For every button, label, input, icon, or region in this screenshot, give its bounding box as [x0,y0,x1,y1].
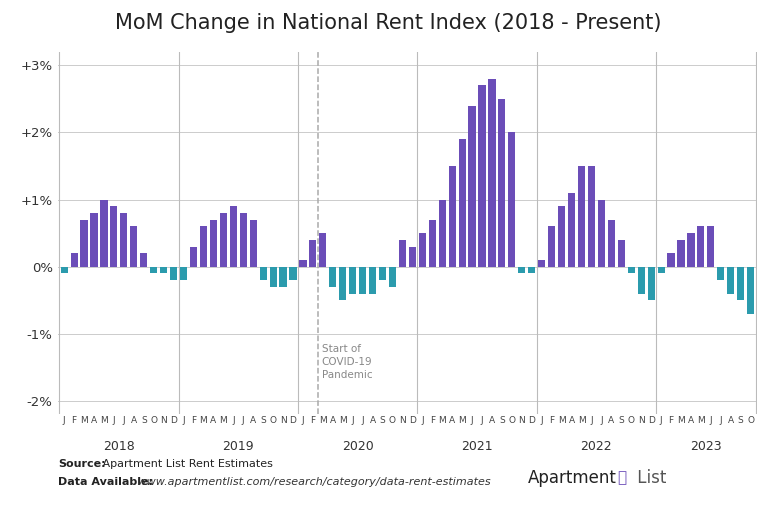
Bar [289,267,296,280]
Bar [578,166,585,267]
Bar [190,247,197,267]
Bar [657,267,665,274]
Bar [329,267,336,287]
Bar [518,267,525,274]
Bar [230,206,237,267]
Bar [160,267,168,274]
Bar [210,220,217,267]
Text: List: List [632,469,667,487]
Text: 2021: 2021 [461,440,493,453]
Bar [498,99,505,267]
Bar [508,133,515,267]
Bar [667,253,674,267]
Bar [379,267,386,280]
Text: Data Available:: Data Available: [58,477,153,487]
Bar [310,240,317,267]
Bar [300,260,307,267]
Bar [647,267,655,300]
Bar [717,267,724,280]
Bar [279,267,286,287]
Bar [220,213,227,267]
Bar [449,166,456,267]
Bar [558,206,565,267]
Bar [110,206,117,267]
Text: MoM Change in National Rent Index (2018 - Present): MoM Change in National Rent Index (2018 … [115,13,661,33]
Bar [737,267,744,300]
Bar [688,233,695,267]
Text: 2018: 2018 [103,440,135,453]
Text: Apartment: Apartment [528,469,617,487]
Bar [150,267,158,274]
Bar [349,267,356,294]
Bar [707,226,715,267]
Text: www.apartmentlist.com/research/category/data-rent-estimates: www.apartmentlist.com/research/category/… [134,477,491,487]
Bar [419,233,426,267]
Bar [568,193,575,267]
Bar [488,79,496,267]
Bar [319,233,327,267]
Bar [240,213,247,267]
Bar [91,213,98,267]
Bar [61,267,68,274]
Bar [409,247,416,267]
Bar [438,199,445,267]
Bar [269,267,277,287]
Bar [180,267,187,280]
Bar [259,267,267,280]
Bar [200,226,207,267]
Bar [120,213,127,267]
Bar [677,240,684,267]
Bar [250,220,257,267]
Text: 2023: 2023 [690,440,722,453]
Bar [428,220,436,267]
Bar [359,267,366,294]
Bar [140,253,147,267]
Bar [538,260,546,267]
Bar [469,106,476,267]
Bar [598,199,605,267]
Bar [628,267,635,274]
Bar [170,267,177,280]
Text: Source:: Source: [58,459,106,469]
Bar [608,220,615,267]
Bar [339,267,346,300]
Text: Apartment List Rent Estimates: Apartment List Rent Estimates [99,459,272,469]
Bar [528,267,535,274]
Bar [71,253,78,267]
Text: 2022: 2022 [580,440,612,453]
Bar [459,139,466,267]
Bar [81,220,88,267]
Text: Start of
COVID-19
Pandemic: Start of COVID-19 Pandemic [322,344,372,380]
Bar [588,166,595,267]
Text: 2019: 2019 [223,440,254,453]
Bar [479,85,486,267]
Bar [389,267,396,287]
Bar [747,267,754,314]
Bar [369,267,376,294]
Bar [399,240,406,267]
Text: 2020: 2020 [341,440,373,453]
Text: ⦾: ⦾ [617,471,626,485]
Bar [100,199,108,267]
Bar [698,226,705,267]
Bar [727,267,734,294]
Bar [548,226,556,267]
Bar [130,226,137,267]
Bar [638,267,645,294]
Bar [618,240,625,267]
